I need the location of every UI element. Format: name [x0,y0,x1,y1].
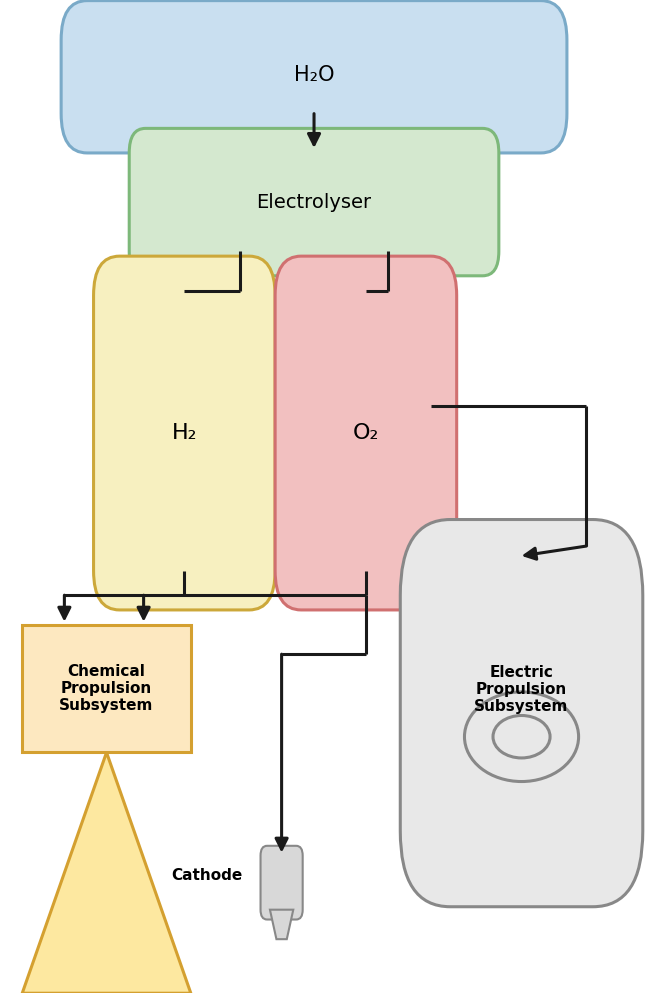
FancyBboxPatch shape [260,846,303,919]
FancyBboxPatch shape [275,256,456,610]
FancyBboxPatch shape [94,256,275,610]
FancyBboxPatch shape [61,1,567,153]
Polygon shape [270,909,293,939]
Bar [22,624,191,752]
FancyBboxPatch shape [400,520,643,906]
Text: Electrolyser: Electrolyser [256,192,371,211]
Text: Cathode: Cathode [171,868,243,882]
Text: H₂O: H₂O [294,65,334,85]
FancyBboxPatch shape [129,128,499,276]
Polygon shape [22,752,191,993]
Text: H₂: H₂ [171,423,197,443]
Text: Electric
Propulsion
Subsystem: Electric Propulsion Subsystem [474,664,569,714]
Text: O₂: O₂ [353,423,379,443]
Text: Chemical
Propulsion
Subsystem: Chemical Propulsion Subsystem [60,663,154,713]
